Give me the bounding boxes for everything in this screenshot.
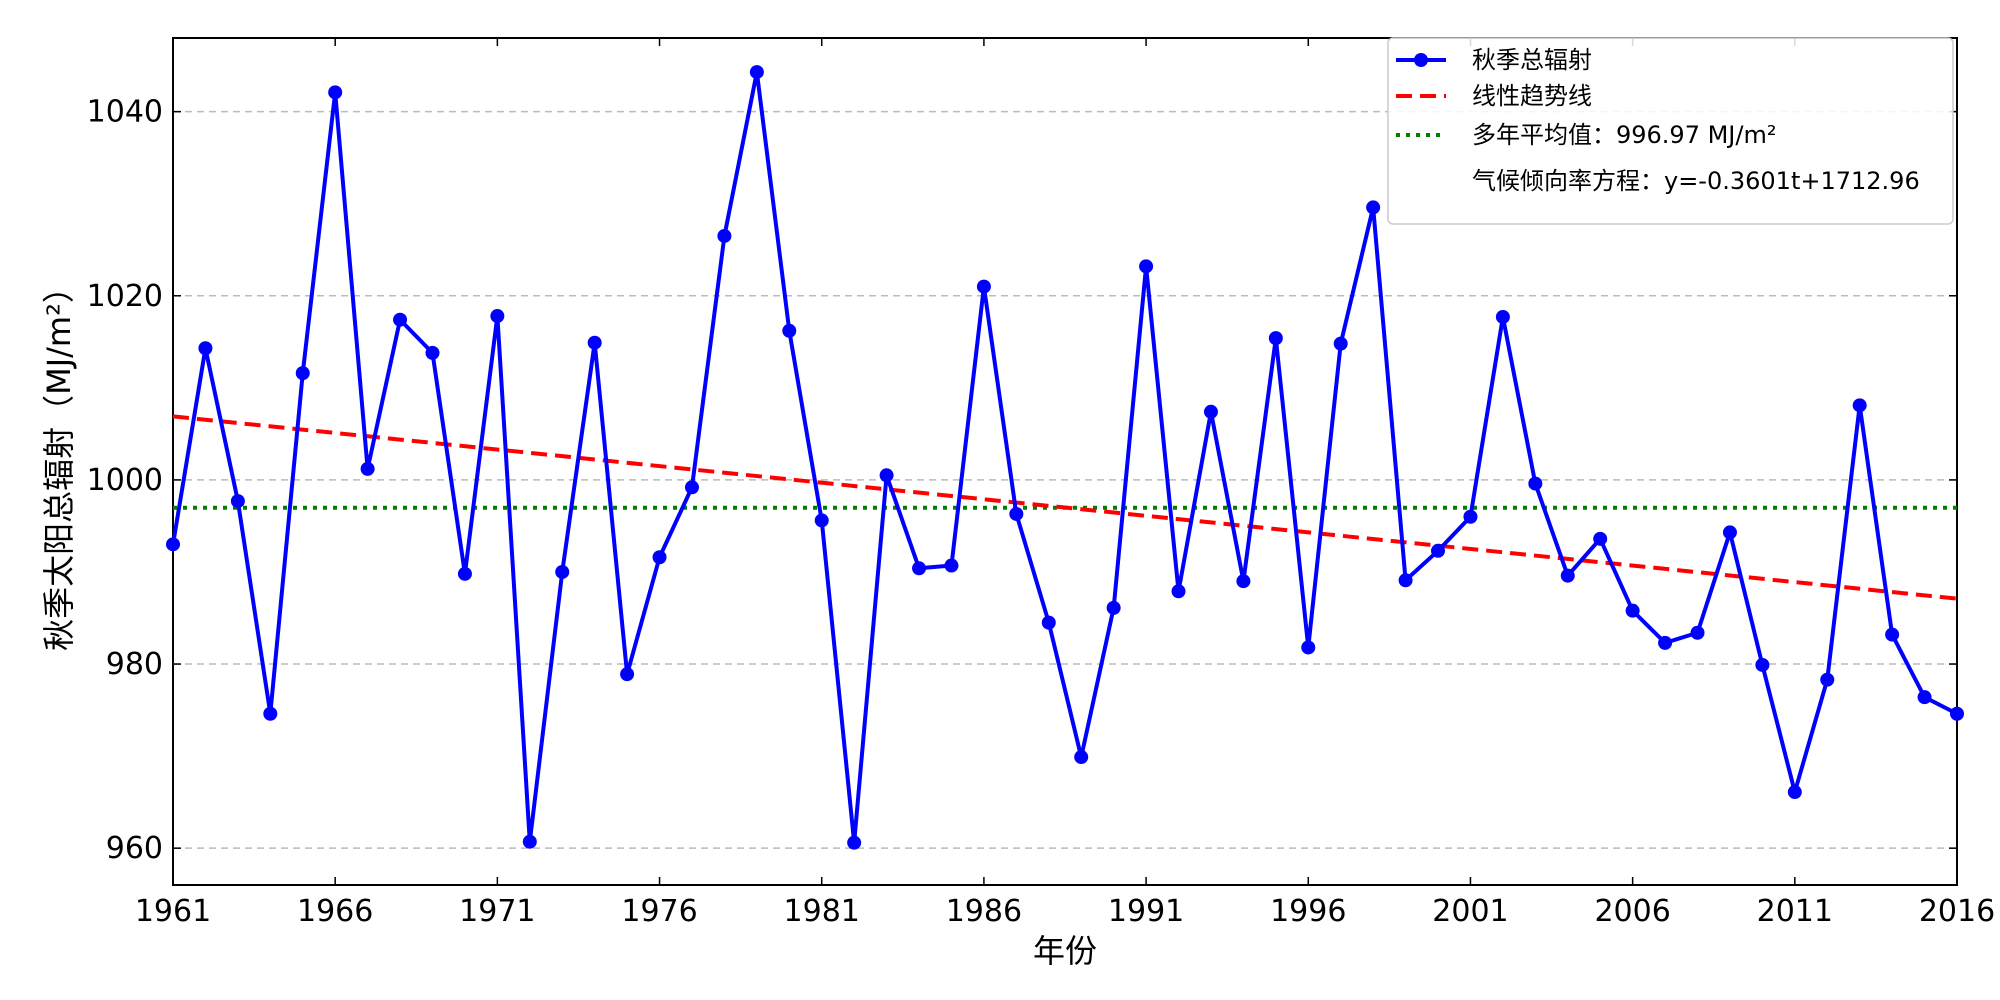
data-point — [555, 564, 570, 579]
data-point — [1366, 200, 1381, 215]
y-axis-ticks: 960 980 1000 1020 1040 — [87, 95, 1957, 866]
trend-line — [172, 414, 1958, 601]
data-point — [912, 561, 927, 576]
x-tick-label: 1971 — [459, 894, 535, 929]
y-tick-label: 960 — [106, 831, 163, 866]
data-point — [1690, 625, 1705, 640]
x-tick-label: 1991 — [1108, 894, 1184, 929]
data-point — [1268, 331, 1283, 346]
legend-label-trend: 线性趋势线 — [1472, 82, 1592, 110]
data-point — [587, 335, 602, 350]
x-tick-label: 2011 — [1757, 894, 1833, 929]
data-point — [814, 513, 829, 528]
x-tick-label: 1986 — [946, 894, 1022, 929]
y-tick-label: 1040 — [87, 95, 163, 130]
data-point — [879, 468, 894, 483]
data-point — [749, 65, 764, 80]
data-point — [393, 312, 408, 327]
data-point — [1495, 309, 1510, 324]
data-point — [1041, 615, 1056, 630]
data-point — [1755, 657, 1770, 672]
x-tick-label: 1966 — [297, 894, 373, 929]
data-point — [198, 341, 213, 356]
data-point — [1658, 635, 1673, 650]
data-point — [1236, 574, 1251, 589]
x-axis-title: 年份 — [1033, 932, 1097, 970]
data-point — [944, 558, 959, 573]
legend-label-equation: 气候倾向率方程：y=-0.3601t+1712.96 — [1472, 167, 1920, 195]
data-point — [1106, 600, 1121, 615]
data-point — [425, 345, 440, 360]
x-tick-label: 2006 — [1594, 894, 1670, 929]
data-point — [1398, 573, 1413, 588]
data-point — [1885, 627, 1900, 642]
data-point — [976, 279, 991, 294]
data-point — [847, 835, 862, 850]
data-point — [490, 309, 505, 324]
data-point — [1074, 750, 1089, 765]
data-point — [1820, 672, 1835, 687]
data-point — [263, 706, 278, 721]
data-point — [652, 550, 667, 565]
data-point — [295, 366, 310, 381]
data-point — [782, 323, 797, 338]
y-tick-label: 1000 — [87, 463, 163, 498]
legend-box — [1387, 37, 1954, 225]
series-group — [166, 65, 1964, 850]
data-point — [328, 85, 343, 100]
data-point — [1787, 785, 1802, 800]
series-line — [171, 70, 1958, 845]
legend-swatch-marker — [1414, 53, 1428, 67]
x-tick-label: 1961 — [135, 894, 211, 929]
data-point — [1722, 525, 1737, 540]
y-tick-label: 1020 — [87, 279, 163, 314]
data-point — [230, 494, 245, 509]
data-point — [360, 461, 375, 476]
data-point — [1203, 404, 1218, 419]
data-point — [1950, 706, 1964, 721]
legend-label-series: 秋季总辐射 — [1472, 46, 1592, 74]
x-tick-label: 1981 — [784, 894, 860, 929]
data-point — [1139, 259, 1154, 274]
data-point — [166, 537, 180, 552]
x-tick-label: 2001 — [1432, 894, 1508, 929]
data-point — [1431, 543, 1446, 558]
data-point — [1463, 509, 1478, 524]
data-point — [1301, 640, 1316, 655]
data-point — [620, 667, 635, 682]
x-tick-label: 2016 — [1919, 894, 1995, 929]
data-point — [684, 480, 699, 495]
data-point — [1171, 584, 1186, 599]
y-axis-title: 秋季太阳总辐射（MJ/m²） — [40, 271, 78, 651]
data-point — [1528, 476, 1543, 491]
y-tick-label: 980 — [106, 647, 163, 682]
legend-label-mean: 多年平均值：996.97 MJ/m² — [1472, 121, 1776, 149]
data-point — [457, 566, 472, 581]
data-point — [717, 228, 732, 243]
grid-lines — [173, 110, 1957, 849]
legend: 秋季总辐射 线性趋势线 多年平均值：996.97 MJ/m² 气候倾向率方程：y… — [1387, 37, 1954, 225]
data-point — [1333, 336, 1348, 351]
data-point — [1593, 531, 1608, 546]
data-point — [522, 834, 537, 849]
x-tick-label: 1976 — [621, 894, 697, 929]
data-point — [1560, 568, 1575, 583]
x-axis-ticks: 1961 1966 1971 1976 1981 1986 1991 1996 2001 2006… — [135, 38, 1995, 929]
x-tick-label: 1996 — [1270, 894, 1346, 929]
data-point — [1009, 506, 1024, 521]
data-point — [1852, 398, 1867, 413]
data-point — [1625, 603, 1640, 618]
data-point — [1917, 690, 1932, 705]
